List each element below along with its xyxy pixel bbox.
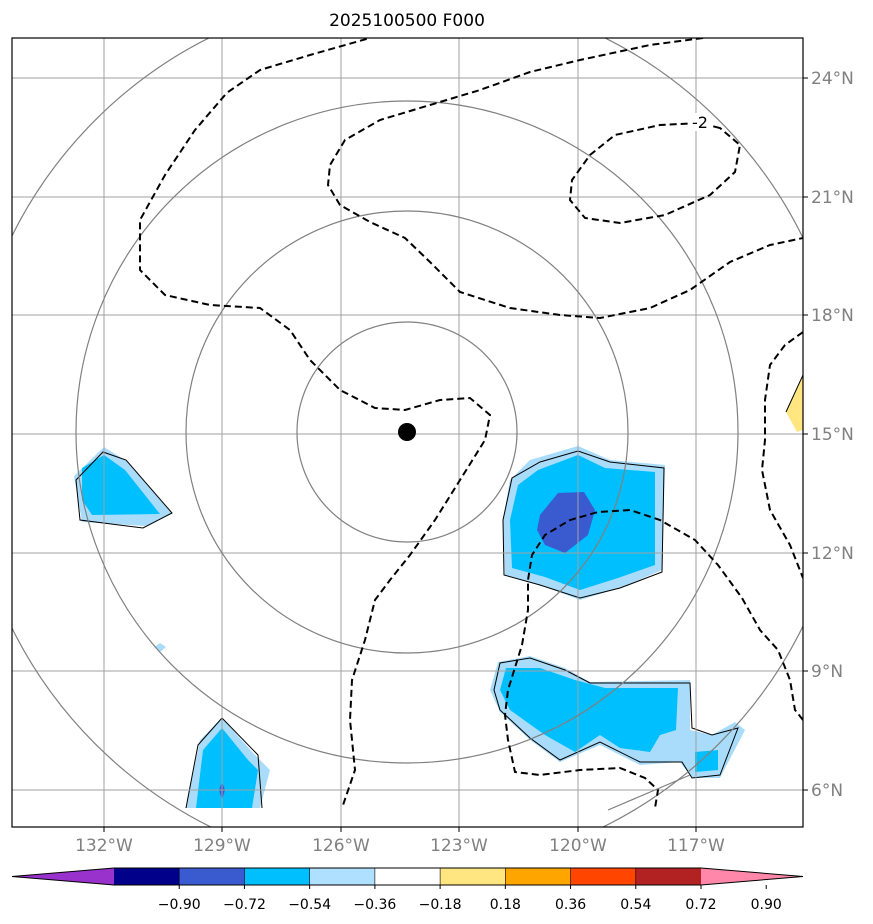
colorbar-segment [374, 868, 441, 885]
colorbar-extend-low [12, 868, 114, 885]
colorbar-segment [309, 868, 376, 885]
colorbar-tick-label: 0.18 [490, 897, 521, 913]
lat-label: 18°N [811, 306, 854, 326]
colorbar-extend-high [701, 868, 803, 885]
lon-label: 123°W [430, 836, 488, 856]
lon-label: 117°W [667, 836, 725, 856]
storm-center-marker [398, 423, 416, 441]
lon-label: 126°W [312, 836, 370, 856]
colorbar-segment [505, 868, 572, 885]
lon-label: 129°W [193, 836, 251, 856]
colorbar-segment [179, 868, 245, 885]
lat-label: 15°N [811, 425, 854, 445]
colorbar-tick-label: −0.36 [353, 897, 396, 913]
lon-label: 132°W [75, 836, 133, 856]
colorbar-tick-label: 0.36 [555, 897, 586, 913]
shaded-region-core [537, 492, 595, 553]
colorbar-tick-label: −0.54 [288, 897, 331, 913]
lat-label: 9°N [811, 662, 843, 682]
contour-label: -2 [692, 113, 708, 132]
shaded-region-dot [154, 643, 166, 652]
lat-label: 21°N [811, 188, 854, 208]
colorbar-segment [244, 868, 311, 885]
shaded-anomaly-regions [74, 374, 803, 809]
colorbar-tick-label: −0.90 [158, 897, 201, 913]
latitude-labels: 24°N 21°N 18°N 15°N 12°N 9°N 6°N [811, 69, 854, 801]
map-frame [11, 37, 804, 828]
map-plot-area: -2 [12, 38, 803, 827]
colorbar-tick-label: −0.18 [419, 897, 462, 913]
colorbar-segment [570, 868, 637, 885]
colorbar-tick-label: −0.72 [223, 897, 266, 913]
colorbar-segment [635, 868, 702, 885]
colorbar-tick-label: 0.54 [620, 897, 651, 913]
colorbar-segment [440, 868, 506, 885]
lon-label: 120°W [549, 836, 607, 856]
range-rings [12, 38, 803, 827]
colorbar-segment [114, 868, 180, 885]
lat-label: 24°N [811, 69, 854, 89]
shaded-region-positive [786, 375, 803, 432]
colorbar-tick-label: 0.72 [685, 897, 716, 913]
map-title: 2025100500 F000 [329, 11, 485, 31]
colorbar: −0.90 −0.72 −0.54 −0.36 −0.18 0.18 0.36 0.54 0.7… [11, 867, 804, 913]
lat-label: 12°N [811, 544, 854, 564]
longitude-labels: 132°W 129°W 126°W 123°W 120°W 117°W [75, 836, 725, 856]
colorbar-tick-label: 0.90 [751, 897, 782, 913]
gridlines [12, 38, 803, 827]
lat-label: 6°N [811, 781, 843, 801]
dashed-contours [139, 38, 803, 809]
